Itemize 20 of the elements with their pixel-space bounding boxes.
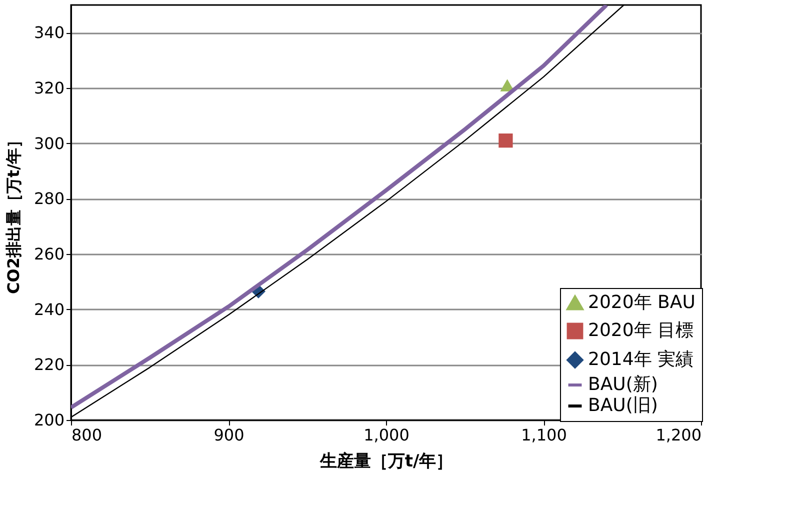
y-tick-label: 320 — [34, 78, 64, 98]
y-tick-label: 240 — [34, 300, 64, 319]
x-axis-title: 生産量［万t/年］ — [318, 452, 454, 472]
legend-label: BAU(旧) — [588, 395, 658, 416]
y-tick-label: 340 — [34, 23, 64, 42]
legend-label: 2020年 BAU — [588, 292, 696, 313]
legend-label: 2014年 実績 — [588, 349, 694, 370]
y-tick-label: 300 — [34, 134, 64, 153]
x-tick-label: 900 — [214, 426, 244, 444]
y-tick-label: 200 — [34, 410, 64, 430]
legend-label: BAU(新) — [588, 374, 658, 395]
x-tick-label: 800 — [72, 426, 102, 444]
x-tick-label: 1,000 — [364, 426, 410, 444]
x-tick-label: 1,200 — [656, 426, 702, 444]
y-tick-label: 220 — [34, 355, 64, 374]
legend-label: 2020年 目標 — [588, 320, 694, 341]
y-tick-label: 280 — [34, 189, 64, 208]
x-tick-label: 1,100 — [521, 426, 567, 444]
y-tick-label: 260 — [34, 244, 64, 264]
y-axis-title: CO2排出量［万t/年］ — [4, 132, 23, 294]
